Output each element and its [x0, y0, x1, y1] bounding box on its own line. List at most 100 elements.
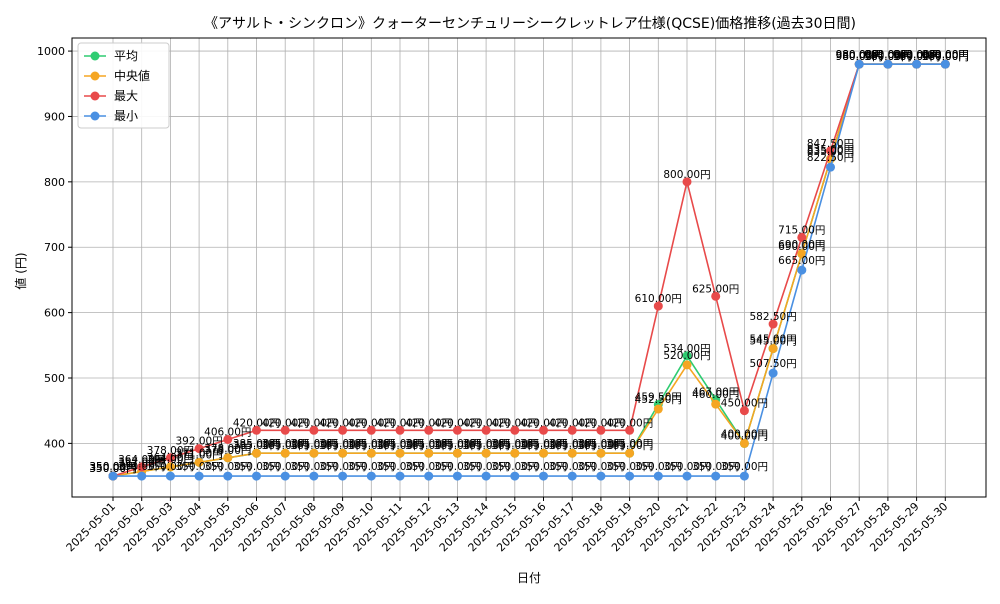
- data-label: 420.00円: [462, 417, 509, 429]
- data-label: 582.50円: [749, 311, 796, 323]
- data-label: 420.00円: [319, 417, 366, 429]
- data-point: [682, 471, 692, 481]
- data-point: [280, 425, 290, 435]
- data-point: [797, 249, 807, 259]
- data-label: 350.00円: [233, 461, 280, 473]
- data-label: 364.00円: [147, 452, 194, 464]
- data-label: 350.00円: [692, 461, 739, 473]
- data-label: 545.00円: [749, 336, 796, 348]
- data-point: [481, 448, 491, 458]
- data-point: [797, 265, 807, 275]
- data-point: [711, 399, 721, 409]
- data-label: 385.00円: [319, 440, 366, 452]
- data-label: 507.50円: [749, 358, 796, 370]
- data-point: [539, 471, 548, 481]
- data-label: 385.00円: [462, 440, 509, 452]
- data-label: 980.00円: [922, 51, 969, 63]
- data-label: 980.00円: [893, 51, 940, 63]
- data-point: [539, 448, 548, 458]
- series-line: [112, 63, 946, 477]
- data-label: 357.00円: [118, 459, 165, 471]
- data-point: [567, 471, 577, 481]
- y-tick-label: 1000: [37, 45, 65, 58]
- data-label: 385.00円: [434, 440, 481, 452]
- data-label: 385.00円: [290, 440, 337, 452]
- data-label: 350.00円: [549, 461, 596, 473]
- series-line: [112, 63, 946, 477]
- data-label: 534.00円: [663, 343, 710, 355]
- data-point: [912, 59, 922, 69]
- data-point: [510, 471, 520, 481]
- data-label: 350.00円: [663, 461, 710, 473]
- data-label: 350.00円: [319, 461, 366, 473]
- data-point: [682, 360, 692, 370]
- data-label: 420.00円: [520, 417, 567, 429]
- data-label-layer: 350.00円357.00円364.00円371.00円378.00円385.0…: [89, 49, 969, 475]
- data-label: 350.00円: [89, 461, 136, 473]
- data-label: 392.00円: [175, 436, 222, 448]
- data-label: 378.00円: [204, 443, 251, 455]
- data-label: 385.00円: [491, 440, 538, 452]
- data-point: [826, 162, 835, 172]
- data-point: [108, 471, 118, 481]
- data-point: [424, 448, 434, 458]
- legend-swatch-marker: [90, 51, 100, 61]
- data-label: 715.00円: [778, 224, 825, 236]
- data-label: 847.50円: [807, 138, 854, 150]
- data-label: 665.00円: [778, 255, 825, 267]
- y-tick-label: 400: [44, 437, 65, 450]
- data-label: 800.00円: [663, 169, 710, 181]
- data-point: [510, 425, 520, 435]
- data-point: [596, 471, 606, 481]
- data-label: 980.00円: [836, 49, 883, 61]
- data-label: 980.00円: [893, 51, 940, 63]
- data-label: 350.00円: [635, 461, 682, 473]
- data-point: [223, 471, 233, 481]
- data-label: 350.00円: [204, 461, 251, 473]
- data-label: 350.00円: [721, 461, 768, 473]
- legend-label: 最小: [114, 109, 138, 123]
- data-label: 980.00円: [836, 51, 883, 63]
- data-point: [653, 404, 663, 414]
- data-label: 980.00円: [922, 49, 969, 61]
- data-point: [424, 471, 434, 481]
- data-point: [366, 448, 376, 458]
- data-label: 350.00円: [491, 461, 538, 473]
- data-point: [739, 471, 749, 481]
- data-label: 371.00円: [175, 449, 222, 461]
- legend-item: 平均: [84, 49, 138, 63]
- data-point: [366, 425, 376, 435]
- data-label: 385.00円: [491, 438, 538, 450]
- data-point: [625, 471, 635, 481]
- data-label: 420.00円: [262, 417, 309, 429]
- data-label: 350.00円: [118, 461, 165, 473]
- x-axis-label: 日付: [517, 571, 541, 585]
- data-label: 385.00円: [520, 438, 567, 450]
- data-label: 420.00円: [491, 417, 538, 429]
- data-point: [653, 301, 663, 311]
- data-point: [194, 471, 204, 481]
- data-label: 385.00円: [290, 438, 337, 450]
- data-point: [596, 448, 606, 458]
- data-label: 980.00円: [893, 49, 940, 61]
- data-point: [452, 471, 462, 481]
- legend-label: 平均: [114, 49, 138, 63]
- data-label: 385.00円: [376, 438, 423, 450]
- data-label: 980.00円: [836, 49, 883, 61]
- data-label: 406.00円: [204, 426, 251, 438]
- data-label: 350.00円: [175, 461, 222, 473]
- legend-item: 最大: [84, 89, 138, 103]
- data-label: 610.00円: [635, 293, 682, 305]
- data-point: [653, 471, 663, 481]
- data-point: [223, 453, 233, 463]
- legend-label: 中央値: [114, 68, 150, 83]
- data-label: 452.50円: [635, 394, 682, 406]
- data-point: [539, 425, 548, 435]
- data-point: [452, 448, 462, 458]
- data-label: 378.00円: [147, 445, 194, 457]
- data-point: [625, 425, 635, 435]
- data-point: [137, 471, 147, 481]
- data-label: 835.00円: [807, 146, 854, 158]
- data-point: [165, 462, 175, 472]
- y-tick-label: 800: [44, 176, 65, 189]
